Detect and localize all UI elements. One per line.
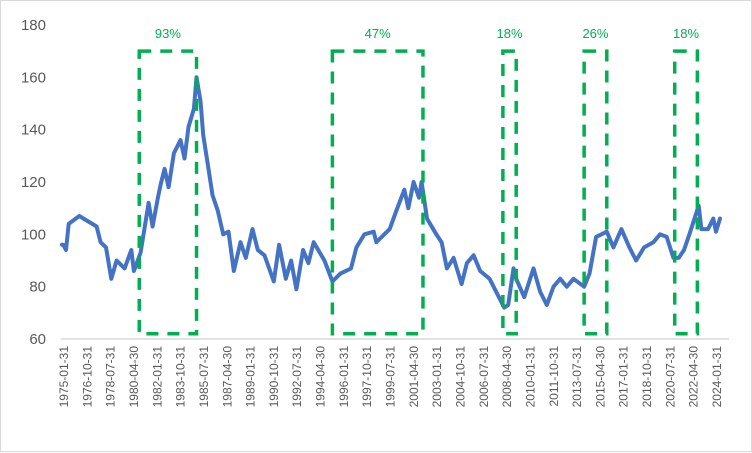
x-tick-label: 1990-10-31 <box>267 346 281 408</box>
x-tick-label: 2003-01-31 <box>430 346 444 408</box>
y-tick-label: 80 <box>29 279 46 296</box>
x-tick-label: 1997-10-31 <box>360 346 374 408</box>
x-tick-label: 1994-04-30 <box>314 346 328 408</box>
x-tick-label: 2018-10-31 <box>640 346 654 408</box>
highlight-box <box>501 49 518 336</box>
x-axis: 1975-01-31 1976-10-31 1978-07-31 1980-04-30… <box>57 338 729 408</box>
x-tick-label: 1982-01-31 <box>150 346 164 408</box>
x-tick-label: 2020-07-31 <box>663 346 677 408</box>
x-tick-label: 2010-01-31 <box>523 346 537 408</box>
x-tick-label: 2022-04-30 <box>687 346 701 408</box>
x-tick-label: 1992-07-31 <box>290 346 304 408</box>
x-tick-label: 2008-04-30 <box>500 346 514 408</box>
x-tick-label: 1978-07-31 <box>104 346 118 408</box>
x-tick-label: 1987-04-30 <box>220 346 234 408</box>
series-line <box>60 75 722 310</box>
annotation-layer: 93% 47% 18% 26% 18% <box>137 26 700 336</box>
highlight-box <box>137 49 199 336</box>
highlight-label: 18% <box>497 26 523 41</box>
x-tick-label: 2015-04-30 <box>593 346 607 408</box>
highlight-label: 18% <box>673 26 699 41</box>
highlight-label: 26% <box>582 26 608 41</box>
highlight-box <box>582 49 609 336</box>
y-tick-label: 120 <box>21 174 46 191</box>
x-tick-label: 2001-04-30 <box>407 346 421 408</box>
x-tick-label: 2011-10-31 <box>547 346 561 407</box>
x-tick-label: 1975-01-31 <box>57 346 71 408</box>
x-tick-label: 1985-07-31 <box>197 346 211 408</box>
highlight-label: 93% <box>155 26 181 41</box>
highlight-box <box>672 49 700 336</box>
x-tick-label: 2004-10-31 <box>453 346 467 408</box>
x-tick-label: 2013-07-31 <box>570 346 584 408</box>
y-tick-label: 100 <box>21 226 46 243</box>
x-tick-label: 1989-01-31 <box>244 346 258 408</box>
y-tick-label: 60 <box>29 331 46 348</box>
highlight-label: 47% <box>365 26 391 41</box>
x-tick-label: 2006-07-31 <box>477 346 491 408</box>
x-tick-label: 2017-01-31 <box>617 346 631 408</box>
y-tick-label: 140 <box>21 122 46 139</box>
series-layer <box>60 75 722 310</box>
x-tick-label: 1976-10-31 <box>80 346 94 408</box>
y-axis: 60 80 100 120 140 160 180 <box>21 17 46 348</box>
x-tick-label: 1983-10-31 <box>174 346 188 408</box>
x-tick-label: 2024-01-31 <box>710 346 724 408</box>
highlight-box <box>330 49 425 336</box>
x-tick-label: 1999-07-31 <box>384 346 398 408</box>
x-tick-label: 1996-01-31 <box>337 346 351 408</box>
x-tick-label: 1980-04-30 <box>127 346 141 408</box>
y-tick-label: 160 <box>21 69 46 86</box>
y-tick-label: 180 <box>21 17 46 34</box>
